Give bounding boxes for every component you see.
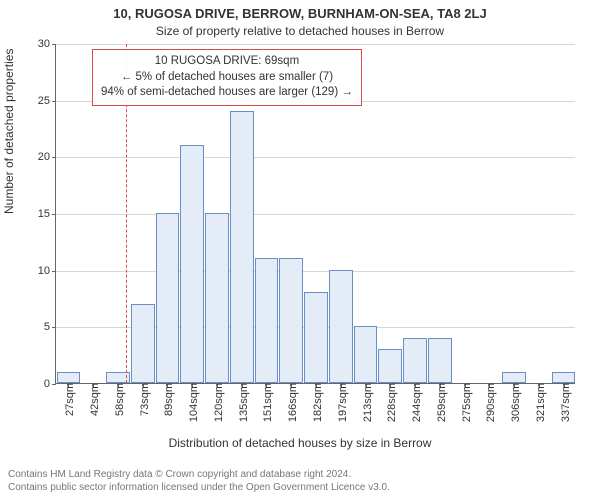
histogram-bar (131, 304, 155, 383)
histogram-bar (502, 372, 526, 383)
histogram-bar (205, 213, 229, 383)
y-tick-label: 0 (26, 378, 56, 390)
annotation-line-1: 10 RUGOSA DRIVE: 69sqm (101, 54, 353, 70)
x-tick-label: 42sqm (85, 383, 101, 416)
x-tick-label: 306sqm (506, 383, 522, 422)
x-tick-label: 182sqm (308, 383, 324, 422)
histogram-bar (428, 338, 452, 383)
x-tick-label: 73sqm (135, 383, 151, 416)
histogram-bar (180, 145, 204, 383)
y-tick-label: 20 (26, 151, 56, 163)
x-tick-label: 58sqm (110, 383, 126, 416)
y-tick-label: 10 (26, 265, 56, 277)
footer-attribution: Contains HM Land Registry data © Crown c… (8, 469, 390, 494)
x-tick-label: 120sqm (209, 383, 225, 422)
histogram-bar (329, 270, 353, 383)
histogram-bar (378, 349, 402, 383)
footer-line-2: Contains public sector information licen… (8, 482, 390, 495)
histogram-bar (57, 372, 81, 383)
histogram-bar (279, 258, 303, 383)
histogram-bar (354, 326, 378, 383)
histogram-bar (230, 111, 254, 383)
chart-title-main: 10, RUGOSA DRIVE, BERROW, BURNHAM-ON-SEA… (0, 6, 600, 21)
x-tick-label: 275sqm (457, 383, 473, 422)
histogram-bar (156, 213, 180, 383)
x-tick-label: 228sqm (382, 383, 398, 422)
histogram-bar (552, 372, 576, 383)
x-tick-label: 259sqm (432, 383, 448, 422)
x-tick-label: 197sqm (333, 383, 349, 422)
x-tick-label: 135sqm (234, 383, 250, 422)
footer-line-1: Contains HM Land Registry data © Crown c… (8, 469, 390, 482)
x-tick-label: 213sqm (358, 383, 374, 422)
histogram-bar (255, 258, 279, 383)
histogram-bar (304, 292, 328, 383)
y-axis-label: Number of detached properties (2, 49, 16, 214)
x-tick-label: 244sqm (407, 383, 423, 422)
histogram-bar (403, 338, 427, 383)
y-tick-label: 5 (26, 321, 56, 333)
y-tick-label: 25 (26, 95, 56, 107)
y-tick-label: 30 (26, 38, 56, 50)
annotation-line-2: ← 5% of detached houses are smaller (7) (101, 70, 353, 86)
annotation-line-3: 94% of semi-detached houses are larger (… (101, 85, 353, 101)
y-tick-label: 15 (26, 208, 56, 220)
x-tick-label: 151sqm (258, 383, 274, 422)
chart-title-sub: Size of property relative to detached ho… (0, 24, 600, 38)
x-tick-label: 337sqm (556, 383, 572, 422)
x-tick-label: 27sqm (60, 383, 76, 416)
annotation-box: 10 RUGOSA DRIVE: 69sqm ← 5% of detached … (92, 49, 362, 106)
x-tick-label: 321sqm (531, 383, 547, 422)
x-tick-label: 89sqm (159, 383, 175, 416)
x-tick-label: 104sqm (184, 383, 200, 422)
x-tick-label: 166sqm (283, 383, 299, 422)
x-tick-label: 290sqm (481, 383, 497, 422)
x-axis-label: Distribution of detached houses by size … (0, 436, 600, 450)
